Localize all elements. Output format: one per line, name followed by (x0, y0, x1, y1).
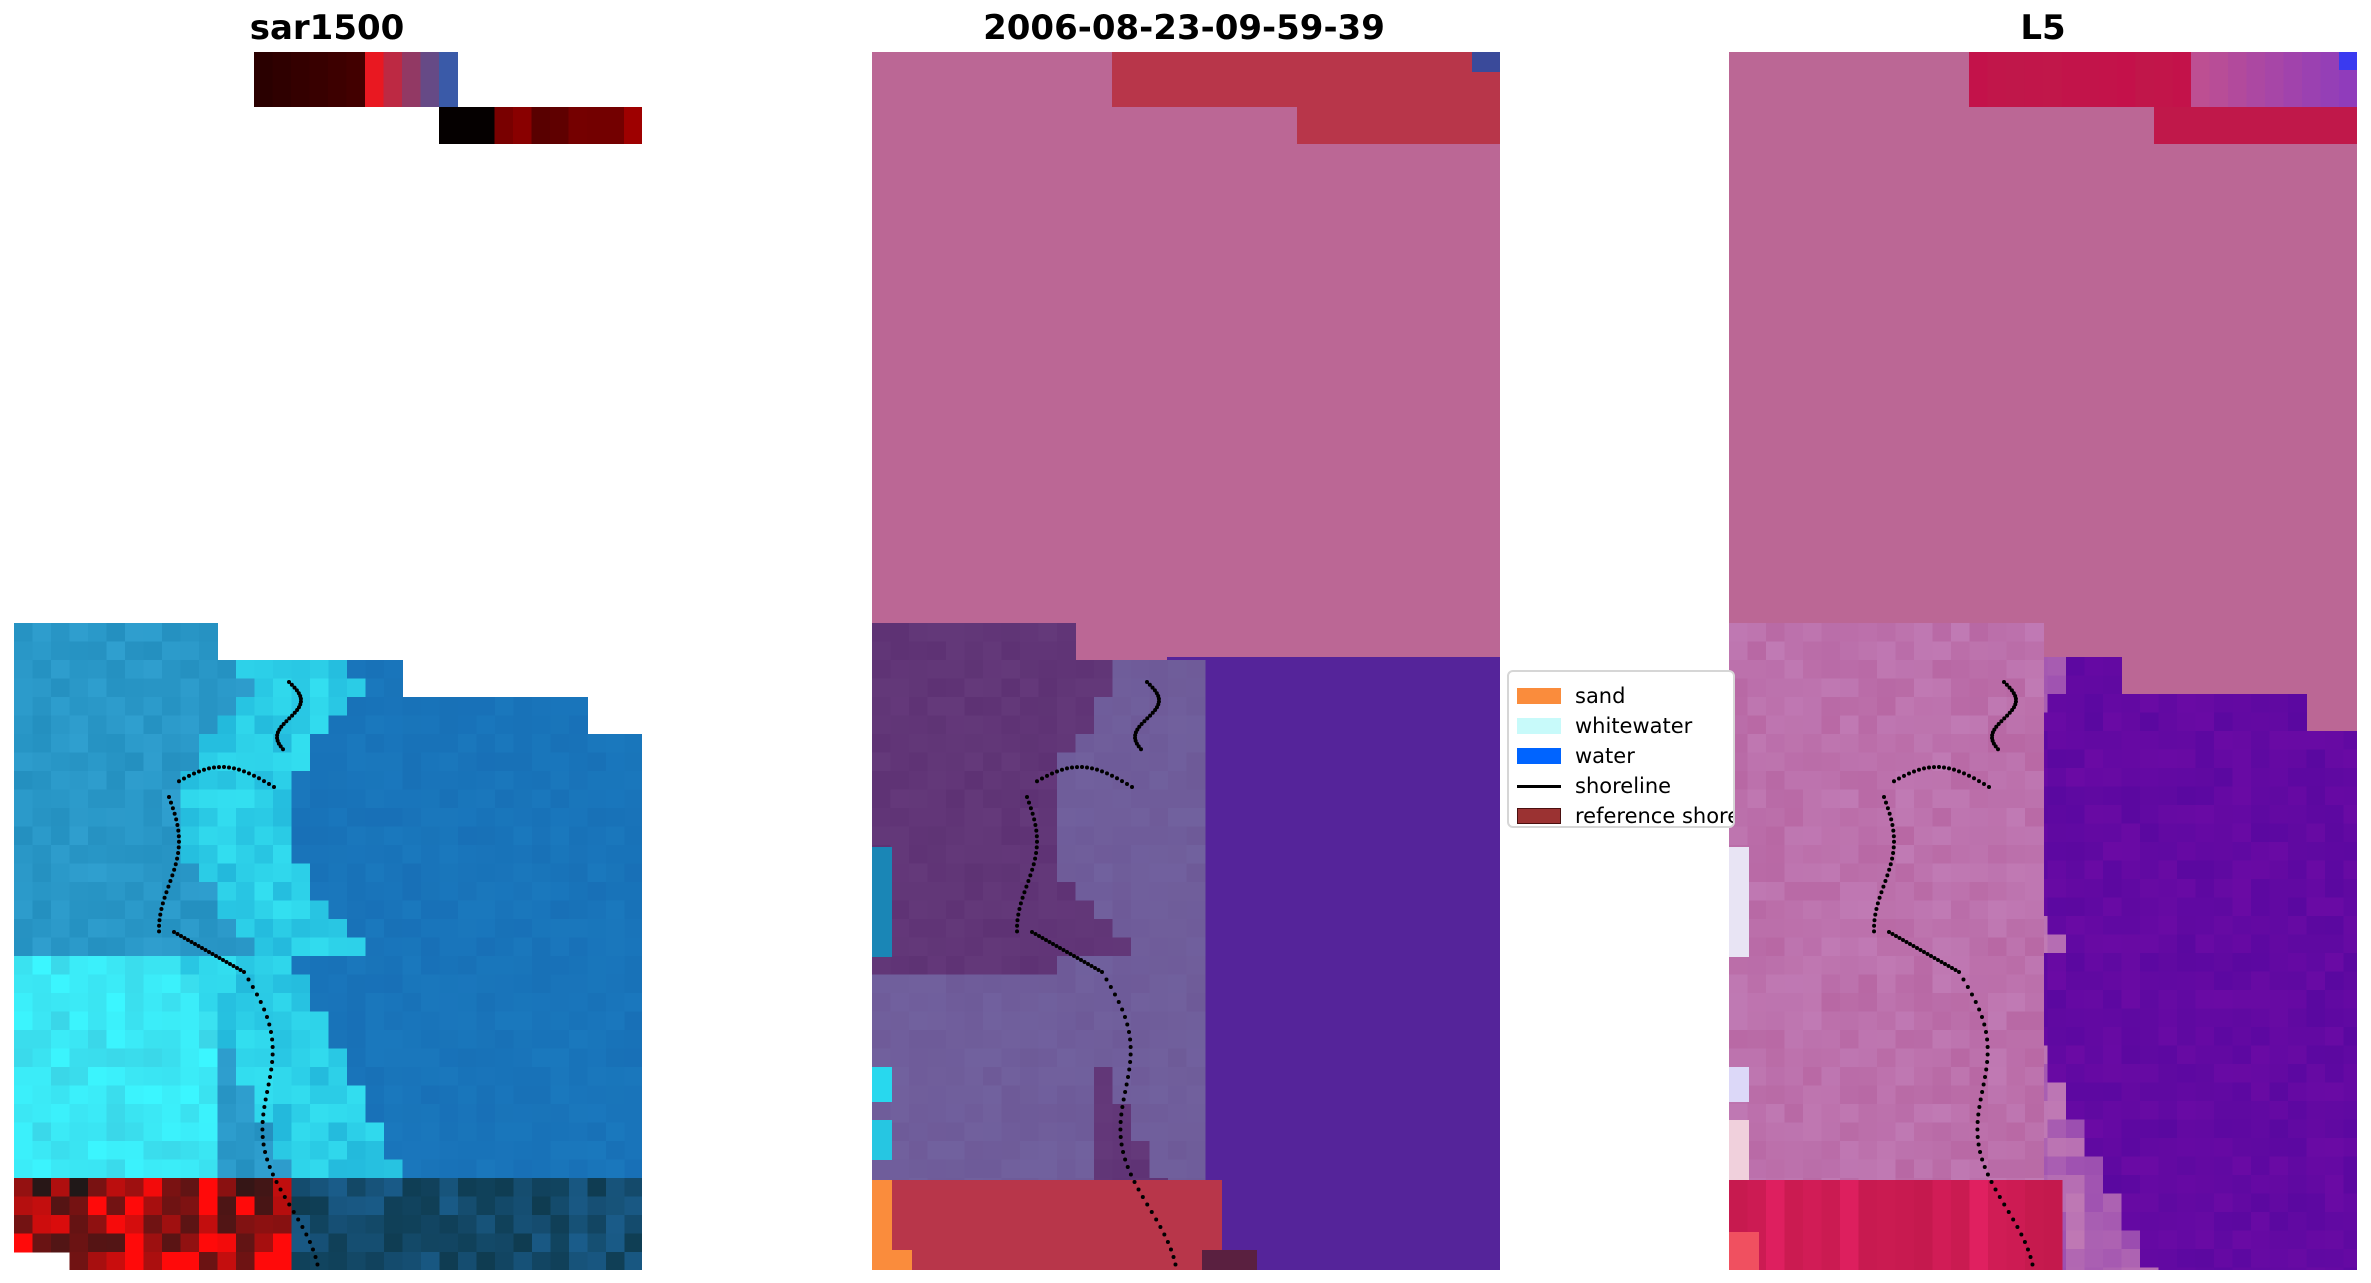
legend-label-water: water (1575, 744, 1635, 768)
legend-item-whitewater: whitewater (1509, 711, 1692, 741)
sar-top-cell (346, 52, 366, 107)
sand-swatch (1517, 688, 1561, 704)
class-shoreline (1015, 680, 1178, 1267)
sar-top-cell (568, 107, 588, 144)
classification-raster (872, 52, 1500, 1270)
l5-image-panel (1729, 52, 2357, 1270)
sar-top-cell (550, 107, 569, 144)
sar-top-cell (476, 107, 495, 144)
panel-title-l5: L5 (2020, 8, 2066, 48)
sar1500-image-panel (14, 52, 642, 1270)
sar-top-cell (402, 52, 421, 107)
legend-item-reference-shoreline: reference shoreline (1509, 801, 1733, 828)
sar-top-cell (365, 52, 384, 107)
sar-shoreline (157, 680, 320, 1267)
class-reference-bottom (892, 1180, 1222, 1270)
sar-top-cell (272, 52, 292, 107)
sar-top-cell (309, 52, 329, 107)
classification-image-panel (872, 52, 1500, 1270)
l5-top-red (2154, 107, 2357, 144)
sar-top-cell (605, 107, 625, 144)
sar-top-cell (494, 107, 514, 144)
class-sand (872, 1180, 892, 1250)
class-offshore-water (1167, 657, 1500, 1270)
whitewater-swatch (1517, 718, 1561, 734)
sar-top-cell (291, 52, 310, 107)
class-reference-top (1112, 52, 1500, 107)
sar-top-cell (457, 107, 477, 144)
shoreline-line-swatch (1517, 784, 1561, 788)
water-swatch (1517, 748, 1561, 764)
sar-top-cell (254, 52, 273, 107)
sar-top-cell (328, 52, 347, 107)
legend-label-sand: sand (1575, 684, 1626, 708)
legend-item-sand: sand (1509, 681, 1625, 711)
legend-label-shoreline: shoreline (1575, 774, 1672, 798)
panel-title-sar1500: sar1500 (249, 8, 405, 48)
l5-white-edge (1729, 847, 1749, 957)
sar-top-cell (624, 107, 642, 144)
legend: sand whitewater water shoreline referenc… (1507, 670, 1735, 828)
class-water-edge (872, 847, 892, 957)
legend-item-water: water (1509, 741, 1635, 771)
sar-top-cell (531, 107, 551, 144)
sar-top-cell (439, 52, 458, 107)
legend-label-whitewater: whitewater (1575, 714, 1693, 738)
l5-raster (1729, 52, 2357, 1270)
panel-title-date: 2006-08-23-09-59-39 (983, 8, 1385, 48)
l5-shoreline (1872, 680, 2035, 1267)
sar-top-cell (513, 107, 532, 144)
sar-top-cell (383, 52, 403, 107)
sar-top-cell (587, 107, 606, 144)
sar1500-raster (14, 52, 642, 1270)
legend-item-shoreline: shoreline (1509, 771, 1671, 801)
sar-top-cell (420, 52, 440, 107)
legend-label-reference-shoreline: reference shoreline (1575, 804, 1733, 828)
class-reference-top-2 (1297, 107, 1500, 144)
reference-shoreline-swatch (1517, 808, 1561, 824)
sar-top-cell (439, 107, 458, 144)
